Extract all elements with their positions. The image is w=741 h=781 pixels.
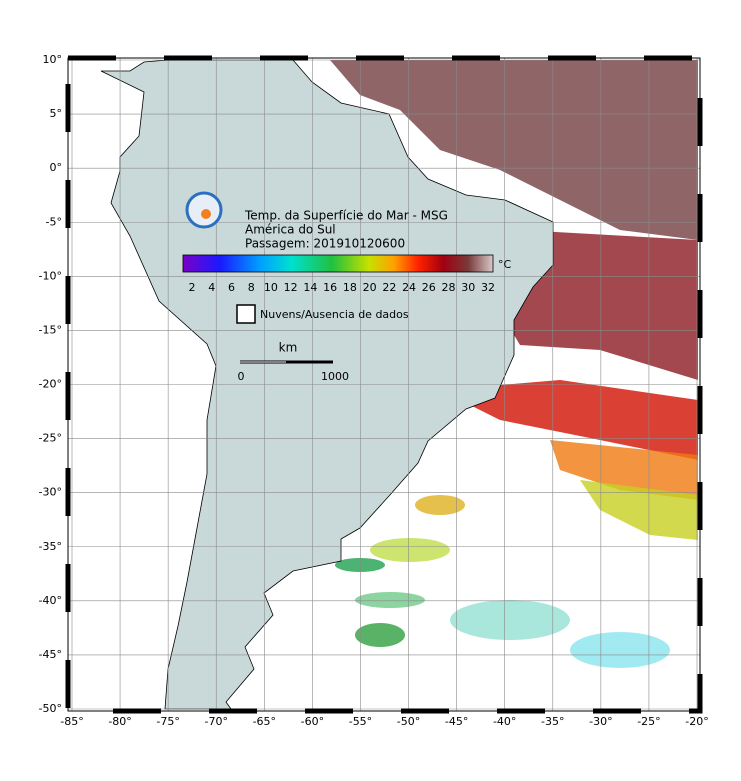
subtitle-line: América do Sul — [245, 223, 336, 237]
lon-label: -50° — [397, 715, 420, 728]
colorbar-unit: °C — [498, 258, 512, 271]
lon-label: -35° — [541, 715, 564, 728]
lat-label: -10° — [39, 269, 62, 282]
lat-label: -15° — [39, 323, 62, 336]
lat-label: 5° — [50, 107, 63, 120]
colorbar-ticks: 2 4 6 8 10 12 14 16 18 20 22 24 26 28 30 32 — [189, 281, 496, 294]
lat-label: 0° — [50, 161, 63, 174]
legend-label: Nuvens/Ausencia de dados — [260, 308, 409, 321]
pass-line: Passagem: 201910120600 — [245, 237, 405, 251]
colorbar-tick-label: 22 — [382, 281, 396, 294]
colorbar-tick-label: 8 — [248, 281, 255, 294]
lon-label: -45° — [445, 715, 468, 728]
lon-label: -85° — [60, 715, 83, 728]
colorbar-tick-label: 24 — [402, 281, 416, 294]
lat-label: -25° — [39, 432, 62, 445]
colorbar-tick-label: 20 — [363, 281, 377, 294]
lat-label: -45° — [39, 648, 62, 661]
frame-ticks — [65, 55, 703, 714]
lon-label: -55° — [349, 715, 372, 728]
lon-label: -70° — [204, 715, 227, 728]
lat-label: -35° — [39, 540, 62, 553]
lat-label: -30° — [39, 486, 62, 499]
colorbar-tick-label: 18 — [343, 281, 357, 294]
lon-label: -75° — [156, 715, 179, 728]
colorbar-tick-label: 12 — [284, 281, 298, 294]
axis-labels: 10° 5° 0° -5° -10° -15° -20° -25° -30° -35° -40° -4… — [39, 53, 709, 728]
colorbar-tick-label: 14 — [303, 281, 317, 294]
lat-label: -5° — [46, 215, 62, 228]
lon-label: -25° — [637, 715, 660, 728]
lon-label: -80° — [108, 715, 131, 728]
scale-unit: km — [279, 341, 298, 355]
scale-end: 1000 — [321, 370, 349, 383]
lat-label: -50° — [39, 702, 62, 715]
colorbar-tick-label: 32 — [481, 281, 495, 294]
lon-label: -30° — [589, 715, 612, 728]
colorbar-tick-label: 16 — [323, 281, 337, 294]
title-line: Temp. da Superfície do Mar - MSG — [244, 209, 448, 223]
colorbar-tick-label: 2 — [189, 281, 196, 294]
lat-label: 10° — [43, 53, 63, 66]
colorbar-tick-label: 4 — [208, 281, 215, 294]
colorbar-tick-label: 30 — [461, 281, 475, 294]
colorbar-tick-label: 28 — [442, 281, 456, 294]
colorbar-tick-label: 26 — [422, 281, 436, 294]
colorbar-tick-label: 6 — [228, 281, 235, 294]
scale-start: 0 — [238, 370, 245, 383]
lon-label: -40° — [493, 715, 516, 728]
colorbar-tick-label: 10 — [264, 281, 278, 294]
lat-label: -40° — [39, 594, 62, 607]
colorbar — [182, 254, 494, 273]
lon-label: -20° — [685, 715, 708, 728]
lon-label: -60° — [301, 715, 324, 728]
sst-patches — [330, 60, 698, 668]
legend-box — [236, 304, 256, 324]
lat-label: -20° — [39, 378, 62, 391]
logo — [185, 191, 223, 229]
lon-label: -65° — [253, 715, 276, 728]
